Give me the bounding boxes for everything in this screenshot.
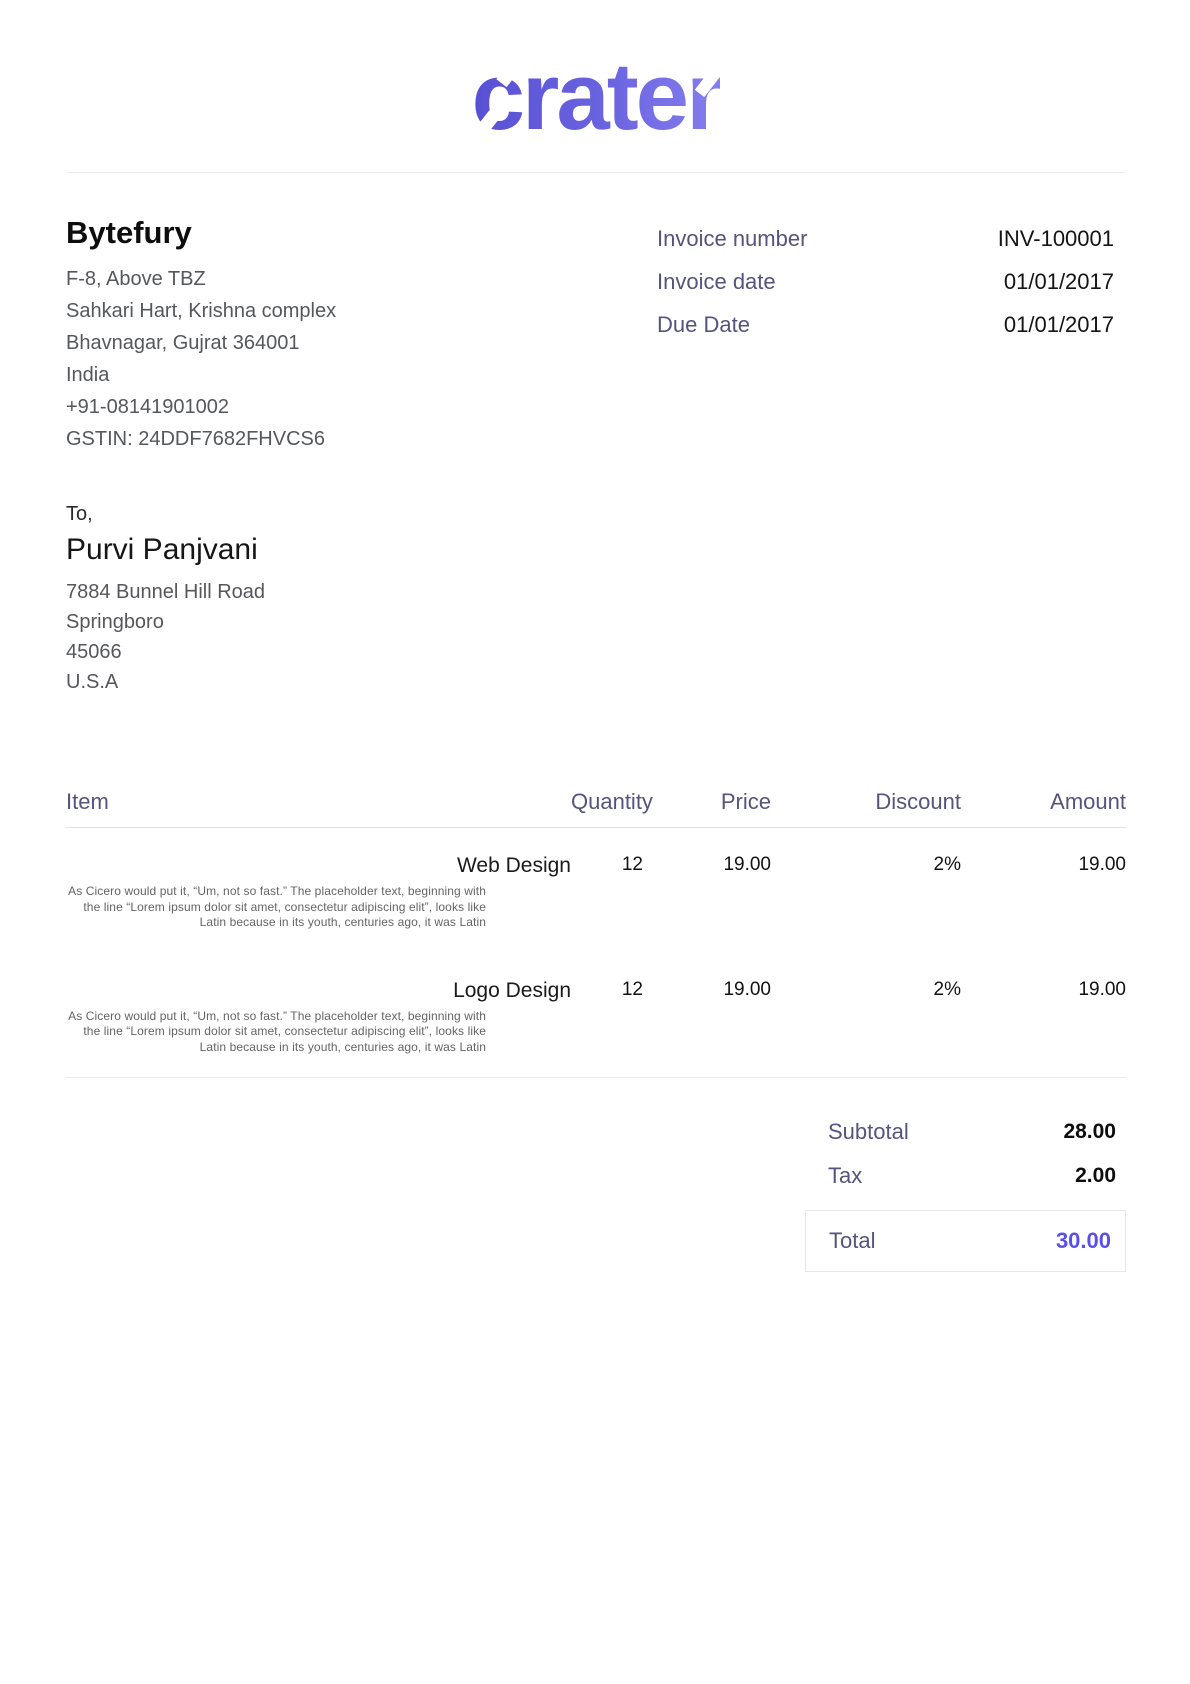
due-date-row: Due Date 01/01/2017	[657, 303, 1126, 346]
grand-total-box: Total 30.00	[805, 1210, 1126, 1272]
item-discount: 2%	[933, 854, 961, 875]
tax-label: Tax	[828, 1163, 863, 1188]
subtotal-value: 28.00	[1063, 1120, 1116, 1143]
tax-row: Tax 2.00	[805, 1154, 1126, 1198]
table-row: Logo Design As Cicero would put it, “Um,…	[66, 952, 1126, 1078]
company-block: Bytefury F-8, Above TBZ Sahkari Hart, Kr…	[66, 215, 336, 455]
item-price: 19.00	[643, 952, 771, 1078]
bill-to-address-line: 45066	[66, 641, 122, 663]
company-address-line: Bhavnagar, Gujrat 364001	[66, 332, 300, 354]
item-price: 19.00	[723, 854, 771, 875]
header-section: Bytefury F-8, Above TBZ Sahkari Hart, Kr…	[66, 215, 1126, 455]
column-header-amount: Amount	[961, 789, 1126, 828]
item-amount: 19.00	[961, 952, 1126, 1078]
bill-to-address-line: 7884 Bunnel Hill Road	[66, 581, 266, 603]
invoice-date-label: Invoice date	[657, 269, 776, 294]
column-header-item: Item	[66, 789, 571, 828]
item-name: Web Design	[456, 854, 571, 877]
item-description: As Cicero would put it, “Um, not so fast…	[68, 1008, 486, 1054]
invoice-number-row: Invoice number INV-100001	[657, 217, 1126, 260]
item-quantity: 12	[621, 854, 643, 875]
logo-header: crater	[66, 0, 1126, 173]
item-quantity: 12	[571, 952, 643, 1078]
company-address-line: F-8, Above TBZ	[66, 268, 206, 290]
item-cell: Logo Design As Cicero would put it, “Um,…	[66, 952, 571, 1078]
company-phone: +91-08141901002	[66, 396, 229, 418]
column-header-price: Price	[643, 789, 771, 828]
company-address-line: Sahkari Hart, Krishna complex	[66, 300, 337, 322]
items-table-header: Item Quantity Price Discount Amount	[66, 789, 1126, 828]
company-address-line: India	[66, 364, 110, 386]
crater-logo: crater	[469, 49, 726, 145]
column-header-quantity: Quantity	[571, 789, 653, 828]
due-date-value: 01/01/2017	[1003, 312, 1114, 337]
crater-logo-text: crater	[471, 43, 721, 150]
item-description: As Cicero would put it, “Um, not so fast…	[68, 884, 486, 929]
grand-total-label: Total	[829, 1228, 876, 1253]
grand-total-value: 30.00	[1055, 1228, 1111, 1253]
company-name: Bytefury	[66, 215, 192, 250]
subtotal-label: Subtotal	[828, 1119, 909, 1144]
bill-to-address-line: U.S.A	[66, 671, 119, 693]
subtotal-row: Subtotal 28.00	[805, 1110, 1126, 1154]
items-table: Item Quantity Price Discount Amount Web …	[66, 789, 1126, 1078]
invoice-number-value: INV-100001	[997, 226, 1114, 251]
due-date-label: Due Date	[657, 312, 750, 337]
item-amount: 19.00	[1078, 854, 1126, 875]
item-cell: Web Design As Cicero would put it, “Um, …	[66, 828, 571, 953]
tax-value: 2.00	[1075, 1164, 1116, 1187]
invoice-date-row: Invoice date 01/01/2017	[657, 260, 1126, 303]
column-header-discount: Discount	[771, 789, 961, 828]
totals-section: Subtotal 28.00 Tax 2.00 Total 30.00	[805, 1110, 1126, 1272]
invoice-date-value: 01/01/2017	[1003, 269, 1114, 294]
item-name: Logo Design	[453, 978, 571, 1002]
bill-to-address-line: Springboro	[66, 611, 164, 633]
table-row: Web Design As Cicero would put it, “Um, …	[66, 828, 1126, 953]
item-discount: 2%	[771, 952, 961, 1078]
invoice-meta-block: Invoice number INV-100001 Invoice date 0…	[657, 217, 1126, 455]
bill-to-prefix: To,	[66, 503, 93, 525]
bill-to-name: Purvi Panjvani	[66, 533, 258, 566]
company-gstin: GSTIN: 24DDF7682FHVCS6	[66, 428, 325, 450]
invoice-number-label: Invoice number	[657, 226, 808, 251]
bill-to-address: 7884 Bunnel Hill Road Springboro 45066 U…	[66, 577, 1126, 697]
bill-to-block: To, Purvi Panjvani 7884 Bunnel Hill Road…	[66, 501, 1126, 697]
